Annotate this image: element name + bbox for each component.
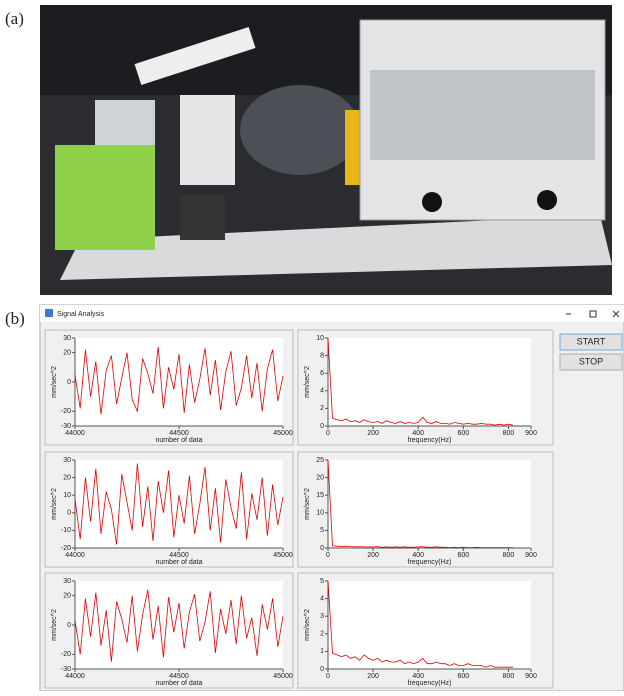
x-tick-label: 0 — [326, 673, 330, 680]
y-tick-label: 8 — [320, 352, 324, 359]
stop-button[interactable] — [559, 353, 623, 371]
y-tick-label: 30 — [63, 335, 71, 342]
figure-label: (b) — [5, 309, 25, 328]
y-tick-label: 10 — [316, 510, 324, 517]
y-tick-label: 6 — [320, 370, 324, 377]
x-tick-label: 600 — [457, 673, 469, 680]
x-tick-label: 0 — [326, 430, 330, 437]
plot-area — [75, 338, 283, 426]
x-tick-label: 800 — [503, 552, 515, 559]
x-tick-label: 200 — [367, 430, 379, 437]
x-tick-label: 900 — [525, 430, 537, 437]
signal-line — [327, 580, 513, 668]
y-tick-label: 20 — [316, 474, 324, 481]
signal-line — [327, 337, 514, 426]
y-tick-label: 0 — [320, 545, 324, 552]
y-tick-label: 20 — [63, 350, 71, 357]
y-tick-label: 0 — [320, 666, 324, 673]
x-axis-label: number of data — [155, 680, 202, 687]
y-tick-label: -20 — [61, 408, 71, 415]
plot-area — [328, 460, 531, 548]
plot-area — [75, 581, 283, 669]
y-tick-label: -20 — [61, 651, 71, 658]
y-axis-label: mm/sec^2 — [51, 366, 58, 398]
x-axis-label: number of data — [155, 437, 202, 444]
y-axis-label: mm/sec^2 — [304, 366, 311, 398]
y-axis-label: mm/sec^2 — [51, 609, 58, 641]
x-tick-label: 400 — [412, 673, 424, 680]
y-tick-label: 4 — [320, 388, 324, 395]
y-tick-label: 30 — [63, 578, 71, 585]
y-tick-label: 20 — [63, 593, 71, 600]
x-axis-label: frequency(Hz) — [408, 680, 452, 687]
x-tick-label: 44500 — [169, 552, 189, 559]
y-tick-label: 5 — [320, 578, 324, 585]
y-tick-label: 20 — [63, 474, 71, 481]
x-tick-label: 45000 — [273, 673, 293, 680]
y-tick-label: 1 — [320, 648, 324, 655]
y-tick-label: -10 — [61, 527, 71, 534]
x-tick-label: 400 — [412, 430, 424, 437]
button-label[interactable]: STOP — [579, 356, 603, 366]
y-tick-label: 0 — [67, 510, 71, 517]
x-axis-label: frequency(Hz) — [408, 559, 452, 566]
signal-line — [74, 589, 284, 662]
y-tick-label: 10 — [63, 492, 71, 499]
x-tick-label: 800 — [503, 673, 515, 680]
y-tick-label: -30 — [61, 423, 71, 430]
figure-label: (a) — [5, 9, 24, 28]
y-axis-label: mm/sec^2 — [51, 488, 58, 520]
y-tick-label: 2 — [320, 405, 324, 412]
x-tick-label: 44000 — [65, 673, 85, 680]
photo — [40, 5, 612, 295]
y-tick-label: -30 — [61, 666, 71, 673]
x-tick-label: 200 — [367, 673, 379, 680]
signal-line — [74, 346, 284, 415]
y-tick-label: 4 — [320, 595, 324, 602]
y-tick-label: 30 — [63, 457, 71, 464]
y-tick-label: 25 — [316, 457, 324, 464]
x-tick-label: 45000 — [273, 552, 293, 559]
y-tick-label: 0 — [67, 379, 71, 386]
close[interactable] — [612, 310, 620, 318]
y-tick-label: 10 — [316, 335, 324, 342]
x-tick-label: 44000 — [65, 552, 85, 559]
y-axis-label: mm/sec^2 — [304, 488, 311, 520]
plot-area — [328, 581, 531, 669]
x-tick-label: 600 — [457, 552, 469, 559]
y-tick-label: 0 — [67, 622, 71, 629]
y-tick-label: 2 — [320, 631, 324, 638]
x-tick-label: 800 — [503, 430, 515, 437]
x-tick-label: 44500 — [169, 673, 189, 680]
y-tick-label: 0 — [320, 423, 324, 430]
x-tick-label: 45000 — [273, 430, 293, 437]
y-tick-label: 3 — [320, 613, 324, 620]
x-axis-label: frequency(Hz) — [408, 437, 452, 444]
x-tick-label: 900 — [525, 673, 537, 680]
signal-line — [327, 459, 513, 549]
button-label[interactable]: START — [577, 336, 606, 346]
x-tick-label: 400 — [412, 552, 424, 559]
maximize[interactable] — [589, 310, 597, 318]
x-tick-label: 44500 — [169, 430, 189, 437]
plot-area — [328, 338, 531, 426]
x-tick-label: 0 — [326, 552, 330, 559]
x-tick-label: 44000 — [65, 430, 85, 437]
signal-line — [74, 463, 284, 545]
x-tick-label: 900 — [525, 552, 537, 559]
y-tick-label: -20 — [61, 545, 71, 552]
x-tick-label: 600 — [457, 430, 469, 437]
x-axis-label: number of data — [155, 559, 202, 566]
y-tick-label: 15 — [316, 492, 324, 499]
y-axis-label: mm/sec^2 — [304, 609, 311, 641]
plot-area — [75, 460, 283, 548]
window-title: Signal Analysis — [57, 311, 105, 318]
start-button[interactable] — [559, 333, 623, 351]
x-tick-label: 200 — [367, 552, 379, 559]
y-tick-label: 5 — [320, 527, 324, 534]
